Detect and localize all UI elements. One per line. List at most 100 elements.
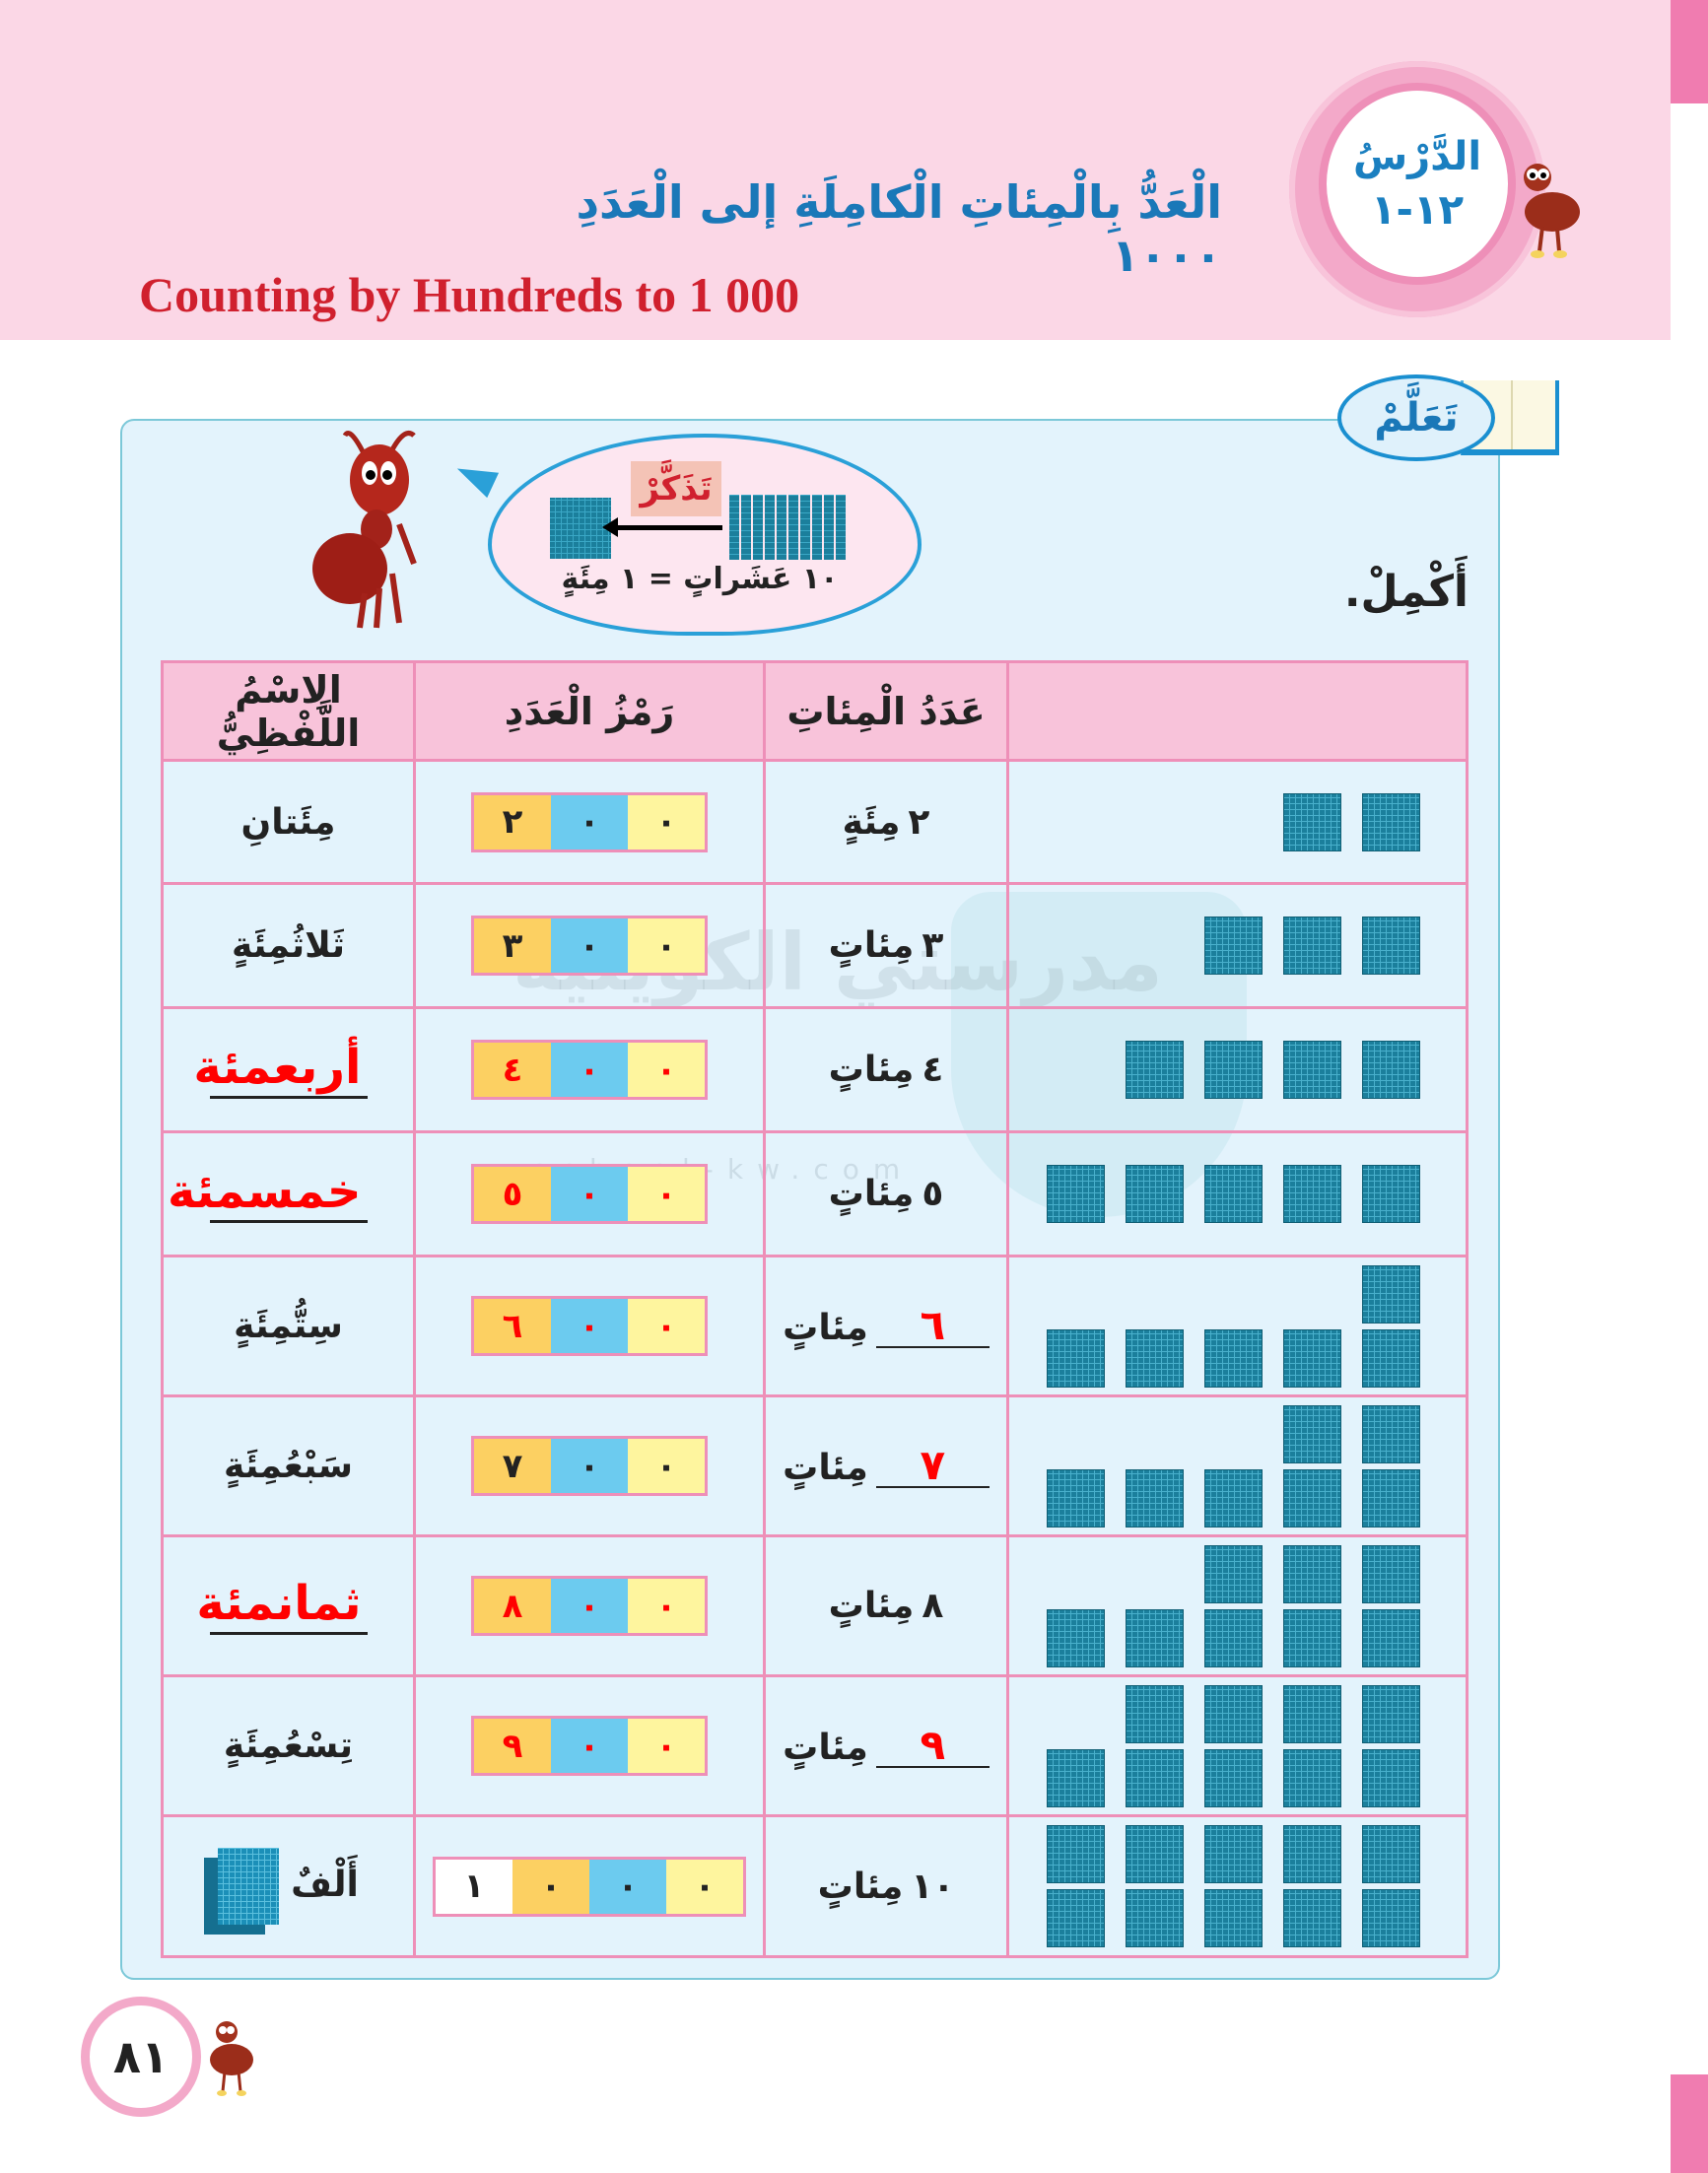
header-count: عَدَدُ الْمِئاتِ: [763, 660, 1009, 762]
name-cell: سَبْعُمِئَةٍ: [161, 1394, 416, 1537]
digit-box[interactable]: ٠: [628, 918, 705, 973]
ten-rods-icon: [729, 495, 846, 560]
hundred-block: [1283, 1328, 1341, 1388]
digit-box[interactable]: ٠: [628, 1439, 705, 1493]
ant-thinking-icon: [312, 431, 417, 629]
name-answer[interactable]: خمسمئة: [168, 1165, 368, 1223]
table-row: ٢ مِئَةٍ ٢ ٠ ٠ مِئَتانِ: [161, 759, 1469, 885]
digit-box[interactable]: ٨: [474, 1579, 551, 1633]
hundred-block: [1362, 1468, 1420, 1528]
digit-box[interactable]: ٠: [628, 1579, 705, 1633]
digit-box[interactable]: ٣: [474, 918, 551, 973]
digit-box[interactable]: ٠: [551, 794, 628, 849]
table-row: ١٠ مِئاتٍ ١ ٠ ٠ ٠ أَلْفٌ: [161, 1814, 1469, 1958]
hundred-block: [1047, 1608, 1105, 1667]
hundred-block: [1204, 1468, 1263, 1528]
name-cell: أربعمئة: [161, 1006, 416, 1133]
count-word: مِئاتٍ: [828, 925, 915, 966]
hundred-block: [1362, 1165, 1420, 1223]
hundred-block: [1204, 1608, 1263, 1667]
count-cell: ٦ مِئاتٍ: [763, 1255, 1009, 1397]
hundred-block: [1362, 1748, 1420, 1807]
digit-box[interactable]: ٠: [512, 1859, 589, 1914]
count-answer-blank[interactable]: ٩: [875, 1724, 990, 1768]
digit-box[interactable]: ٠: [551, 1439, 628, 1493]
digit-box[interactable]: ٠: [551, 1299, 628, 1353]
page-edge-tab: [1671, 0, 1708, 103]
blocks-cell: [1006, 1006, 1469, 1133]
hundred-block: [1362, 1825, 1420, 1883]
digit-box[interactable]: ٠: [551, 1579, 628, 1633]
hundred-block: [1362, 1264, 1420, 1324]
hundred-block: [1204, 1684, 1263, 1743]
hundred-block: [1126, 1608, 1184, 1667]
hundred-block: [1204, 1748, 1263, 1807]
digit-box[interactable]: ٤: [474, 1043, 551, 1097]
name-answer[interactable]: ثمانمئة: [196, 1577, 368, 1635]
blocks-cell: [1006, 882, 1469, 1009]
header-blocks: [1006, 660, 1469, 762]
count-number: ٨: [922, 1586, 944, 1626]
count-number: ٣: [922, 925, 944, 966]
count-cell: ٤ مِئاتٍ: [763, 1006, 1009, 1133]
table-row: ٦ مِئاتٍ ٦ ٠ ٠ سِتُّمِئَةٍ: [161, 1255, 1469, 1397]
digit-box[interactable]: ٠: [551, 1719, 628, 1773]
name-answer[interactable]: أربعمئة: [193, 1041, 368, 1099]
hundred-block: [1047, 1468, 1105, 1528]
hundred-block: [1204, 1041, 1263, 1099]
count-word: مِئاتٍ: [828, 1050, 915, 1090]
hundred-block: [1126, 1165, 1184, 1223]
digit-box[interactable]: ٠: [551, 1043, 628, 1097]
digit-box[interactable]: ٠: [666, 1859, 743, 1914]
lesson-badge: الدَّرْسُ ١٢-١: [1289, 61, 1545, 317]
count-cell: ٥ مِئاتٍ: [763, 1130, 1009, 1257]
name-cell: خمسمئة: [161, 1130, 416, 1257]
digit-box[interactable]: ٠: [628, 1043, 705, 1097]
blocks-cell: [1006, 1255, 1469, 1397]
count-cell: ٧ مِئاتٍ: [763, 1394, 1009, 1537]
hundred-block: [1283, 1468, 1341, 1528]
count-answer-blank[interactable]: ٦: [875, 1304, 990, 1348]
count-word: مِئاتٍ: [783, 1447, 868, 1488]
hundred-block: [1362, 1889, 1420, 1947]
digit-box[interactable]: ٩: [474, 1719, 551, 1773]
remember-label: تَذَكَّرْ: [631, 461, 721, 516]
table-row: ٥ مِئاتٍ ٥ ٠ ٠ خمسمئة: [161, 1130, 1469, 1257]
ant-mascot-footer-icon: [210, 2021, 253, 2096]
blocks-cell: [1006, 1130, 1469, 1257]
hundred-block: [1204, 1328, 1263, 1388]
digit-box[interactable]: ٠: [589, 1859, 666, 1914]
digit-box[interactable]: ٧: [474, 1439, 551, 1493]
digit-box[interactable]: ٠: [628, 794, 705, 849]
hundred-flat-icon: [550, 498, 611, 559]
hundred-block: [1126, 1328, 1184, 1388]
digit-box[interactable]: ٠: [628, 1299, 705, 1353]
count-answer-blank[interactable]: ٧: [875, 1444, 990, 1488]
hundred-block: [1362, 1041, 1420, 1099]
digit-box[interactable]: ٥: [474, 1167, 551, 1221]
digit-box[interactable]: ٠: [628, 1167, 705, 1221]
digit-box[interactable]: ٢: [474, 794, 551, 849]
digit-box[interactable]: ٠: [551, 1167, 628, 1221]
count-cell: ٣ مِئاتٍ: [763, 882, 1009, 1009]
lesson-title-english: Counting by Hundreds to 1 000: [139, 267, 800, 322]
digit-box[interactable]: ٠: [628, 1719, 705, 1773]
number-name: ثَلاثُمِئَةٍ: [231, 925, 346, 966]
name-cell: سِتُّمِئَةٍ: [161, 1255, 416, 1397]
learn-badge: تَعَلَّمْ: [1337, 374, 1564, 463]
count-word: مِئاتٍ: [783, 1307, 868, 1348]
name-cell: مِئَتانِ: [161, 759, 416, 885]
digit-box[interactable]: ٠: [551, 918, 628, 973]
hundred-block: [1047, 1328, 1105, 1388]
digit-box[interactable]: ١: [436, 1859, 512, 1914]
hundreds-table: عَدَدُ الْمِئاتِ رَمْزُ الْعَدَدِ الِاسْ…: [161, 660, 1469, 1958]
digit-box[interactable]: ٦: [474, 1299, 551, 1353]
